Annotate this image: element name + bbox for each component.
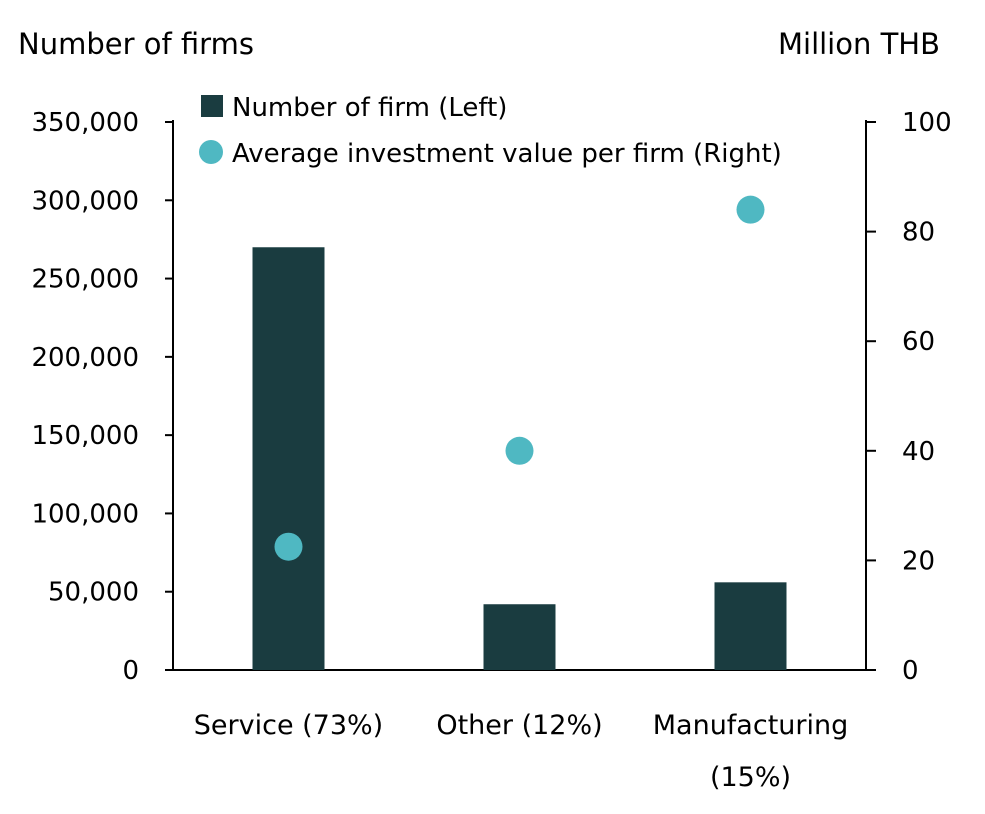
legend-swatch-bar [201, 95, 223, 117]
right-tick-label: 40 [902, 437, 935, 467]
left-tick-label: 0 [122, 656, 139, 686]
scatter-series [274, 195, 765, 561]
legend-label-dot: Average investment value per firm (Right… [232, 139, 782, 169]
left-axis-title: Number of firms [18, 27, 254, 61]
legend-swatch-dot [199, 140, 223, 164]
bar [714, 582, 787, 670]
category-label: Other (12%) [436, 710, 602, 741]
bar [483, 604, 556, 670]
legend: Number of firm (Left) Average investment… [199, 93, 782, 169]
category-label: (15%) [710, 762, 791, 793]
left-tick-label: 50,000 [48, 578, 139, 608]
left-tick-label: 150,000 [31, 421, 139, 451]
left-tick-label: 350,000 [31, 108, 139, 138]
category-label: Manufacturing [653, 710, 849, 741]
right-axis-title: Million THB [778, 27, 940, 61]
left-tick-label: 300,000 [31, 186, 139, 216]
right-tick-label: 0 [902, 656, 919, 686]
scatter-point [274, 532, 303, 561]
category-labels: Service (73%) Other (12%) Manufacturing (15… [194, 710, 848, 793]
bar [252, 247, 325, 670]
left-tick-label: 250,000 [31, 265, 139, 295]
scatter-point [736, 195, 765, 224]
bar-series [252, 247, 787, 670]
right-tick-label: 60 [902, 327, 935, 357]
right-tick-label: 100 [902, 108, 952, 138]
left-tick-label: 100,000 [31, 499, 139, 529]
right-tick-label: 80 [902, 218, 935, 248]
left-axis-ticks: 0 50,000 100,000 150,000 200,000 250,000 300,0… [31, 108, 173, 686]
right-axis-ticks: 0 20 40 60 80 100 [866, 108, 952, 686]
legend-label-bar: Number of firm (Left) [232, 93, 507, 123]
category-label: Service (73%) [194, 710, 383, 741]
right-tick-label: 20 [902, 546, 935, 576]
left-tick-label: 200,000 [31, 343, 139, 373]
scatter-point [505, 436, 534, 465]
